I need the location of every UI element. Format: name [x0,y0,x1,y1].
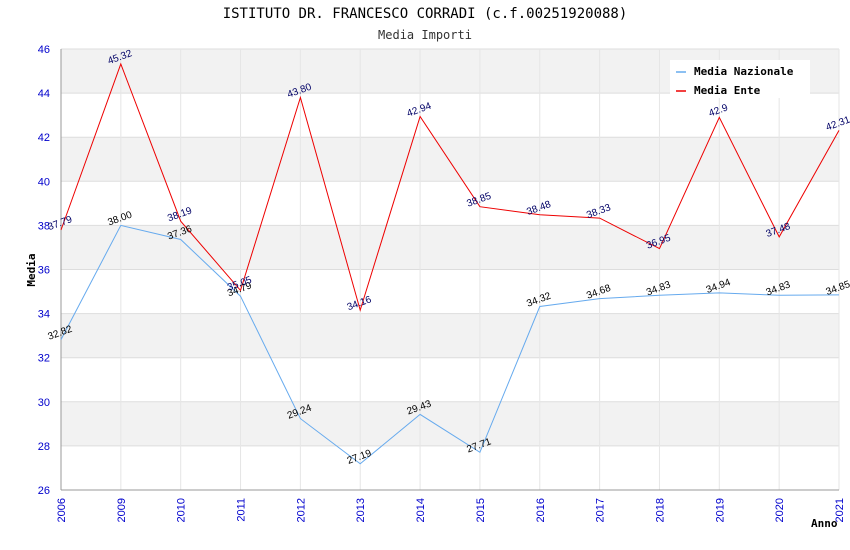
chart-title: ISTITUTO DR. FRANCESCO CORRADI (c.f.0025… [223,6,628,22]
x-tick-label: 2010 [176,498,188,522]
data-label: 42.94 [406,101,434,120]
x-tick-label: 2016 [535,498,547,522]
x-tick-label: 2012 [295,498,307,522]
x-tick-label: 2009 [116,498,128,522]
data-label: 34.32 [525,291,553,310]
grid-band [61,401,839,446]
y-axis-label: Media [25,253,38,286]
y-tick-label: 26 [38,485,50,497]
y-tick-label: 30 [38,397,50,409]
chart-subtitle: Media Importi [378,28,472,42]
grid-band [61,313,839,358]
series-line-media-ente [60,62,840,312]
legend-label-nazionale: Media Nazionale [694,65,794,78]
x-tick-label: 2014 [415,498,427,522]
y-tick-label: 42 [38,132,50,144]
x-tick-label: 2013 [355,498,367,522]
x-tick-label: 2019 [714,498,726,522]
legend-box [670,60,810,98]
y-tick-label: 34 [38,309,50,321]
y-tick-label: 46 [38,44,50,56]
y-tick-label: 40 [38,176,50,188]
grid-band [61,137,839,182]
data-label: 34.16 [346,294,374,313]
grid-lines [60,48,840,491]
x-tick-label: 2020 [774,498,786,522]
grid-bands [61,49,839,446]
x-axis-ticks: 2006 2009 2010 2011 2012 2013 2014 2015 2016 2017… [56,498,846,522]
x-axis-label: Anno [811,517,838,530]
data-label: 27.19 [346,448,374,467]
x-tick-label: 2018 [654,498,666,522]
y-tick-label: 38 [38,220,50,232]
x-tick-label: 2017 [595,498,607,522]
y-tick-label: 28 [38,441,50,453]
legend: Media Nazionale Media Ente [670,60,810,98]
y-axis-ticks: 26 28 30 32 34 36 38 40 42 44 46 [38,44,50,497]
data-label: 42.9 [707,102,729,119]
y-tick-label: 36 [38,265,50,277]
data-label: 38.85 [465,191,493,210]
x-tick-label: 2011 [236,498,248,522]
data-label: 42.31 [825,114,850,133]
x-tick-label: 2015 [475,498,487,522]
y-tick-label: 32 [38,353,50,365]
x-tick-label: 2021 [834,498,846,522]
x-tick-label: 2006 [56,498,68,522]
series-lines [60,62,840,465]
data-label: 38.19 [166,205,194,224]
y-tick-label: 44 [38,88,50,100]
legend-label-ente: Media Ente [694,84,761,97]
series-line-media-nazionale [60,224,840,465]
